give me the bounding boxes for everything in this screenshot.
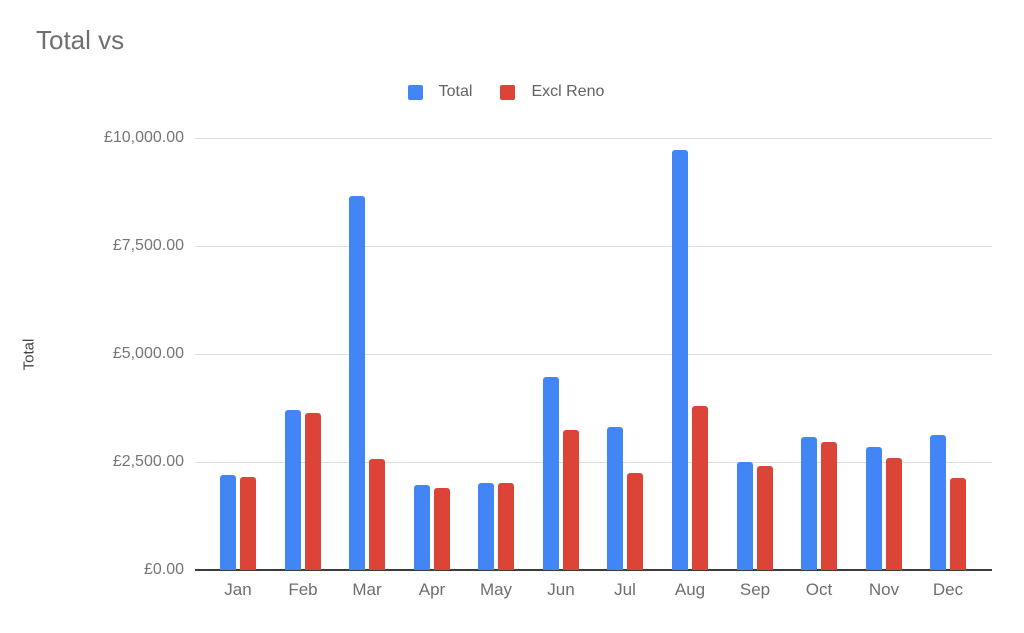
bar-excl-reno-jun [563, 430, 579, 570]
legend-item-excl-reno: Excl Reno [500, 83, 604, 101]
bar-total-jun [543, 377, 559, 570]
bar-total-mar [349, 196, 365, 570]
legend-label: Excl Reno [531, 83, 605, 100]
legend-item-total: Total [407, 83, 473, 101]
bar-total-oct [801, 437, 817, 570]
bar-total-feb [285, 410, 301, 570]
x-axis-line [195, 569, 992, 571]
x-tick-label: Jan [224, 580, 252, 599]
bar-excl-reno-may [498, 483, 514, 570]
gridline [195, 462, 992, 463]
x-tick-label: Dec [932, 580, 964, 599]
x-tick-label: Mar [352, 580, 382, 599]
bar-excl-reno-jan [240, 477, 256, 570]
chart-title: Total vs [36, 25, 125, 55]
x-tick-label: Feb [288, 580, 318, 599]
bar-excl-reno-dec [950, 478, 966, 570]
bar-total-jan [220, 475, 236, 570]
x-tick-label: Sep [739, 580, 771, 599]
gridline [195, 246, 992, 247]
legend: Total Excl Reno [0, 83, 1012, 101]
bar-total-may [478, 483, 494, 570]
y-tick-label: £10,000.00 [103, 129, 184, 146]
bar-excl-reno-nov [886, 458, 902, 570]
bar-total-dec [930, 435, 946, 570]
bar-excl-reno-aug [692, 406, 708, 570]
plot-area [195, 138, 992, 571]
x-tick-label: Aug [674, 580, 706, 599]
x-tick-label: Oct [805, 580, 833, 599]
bar-excl-reno-mar [369, 459, 385, 570]
y-tick-label: £5,000.00 [112, 345, 184, 362]
bar-excl-reno-apr [434, 488, 450, 570]
bar-excl-reno-oct [821, 442, 837, 570]
bar-total-sep [737, 462, 753, 570]
x-tick-label: Jul [614, 580, 636, 599]
bar-excl-reno-sep [757, 466, 773, 570]
bar-excl-reno-feb [305, 413, 321, 570]
bar-total-aug [672, 150, 688, 570]
bar-total-jul [607, 427, 623, 570]
legend-label: Total [438, 83, 473, 100]
y-tick-label: £2,500.00 [112, 453, 184, 470]
x-tick-label: Nov [868, 580, 900, 599]
gridline [195, 354, 992, 355]
x-tick-label: May [479, 580, 513, 599]
bar-total-apr [414, 485, 430, 570]
gridline [195, 138, 992, 139]
legend-swatch-icon [500, 84, 516, 100]
legend-swatch-icon [407, 84, 423, 100]
bar-total-nov [866, 447, 882, 570]
y-tick-label: £0.00 [143, 561, 184, 578]
bar-excl-reno-jul [627, 473, 643, 570]
y-tick-label: £7,500.00 [112, 237, 184, 254]
x-tick-label: Apr [418, 580, 446, 599]
x-tick-label: Jun [547, 580, 575, 599]
